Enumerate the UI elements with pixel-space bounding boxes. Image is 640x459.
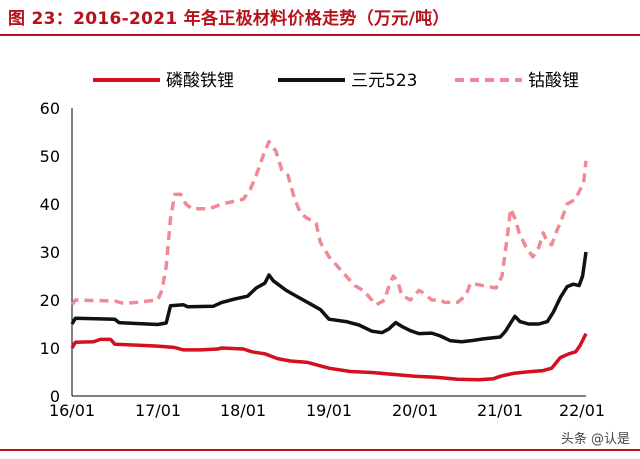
x-tick-label: 20/01 — [392, 401, 438, 420]
series-line-1 — [70, 251, 588, 344]
legend-item-series-0: 磷酸铁锂 — [93, 71, 234, 91]
x-tick-label: 21/01 — [477, 401, 523, 420]
legend-label-series-2: 钴酸锂 — [528, 71, 579, 91]
legend-label-series-0: 磷酸铁锂 — [166, 71, 234, 91]
legend-label-series-1: 三元523 — [351, 71, 417, 91]
y-axis-ticks: 0 10 20 30 40 50 60 — [40, 99, 60, 406]
x-tick-label: 22/01 — [559, 401, 605, 420]
x-tick-label: 18/01 — [220, 401, 266, 420]
legend-item-series-1: 三元523 — [278, 71, 417, 91]
y-tick-label: 50 — [40, 147, 60, 166]
plot-area — [70, 139, 588, 382]
chart-title: 图 23：2016-2021 年各正极材料价格走势（万元/吨） — [8, 9, 450, 29]
y-tick-label: 60 — [40, 99, 60, 118]
y-tick-label: 30 — [40, 243, 60, 262]
y-tick-label: 0 — [50, 387, 60, 406]
x-tick-label: 17/01 — [135, 401, 181, 420]
x-axis-ticks: 16/01 17/01 18/01 19/01 20/01 21/01 22/0… — [49, 401, 605, 420]
series-line-2 — [70, 139, 588, 307]
legend: 磷酸铁锂 三元523 钴酸锂 — [93, 71, 579, 91]
y-tick-label: 20 — [40, 291, 60, 310]
legend-item-series-2: 钴酸锂 — [455, 71, 579, 91]
x-tick-label: 16/01 — [49, 401, 95, 420]
title-divider — [0, 34, 640, 36]
y-tick-label: 40 — [40, 195, 60, 214]
series-line-0 — [70, 332, 588, 382]
bottom-divider — [0, 449, 640, 451]
x-tick-label: 19/01 — [306, 401, 352, 420]
watermark: 头条 @认是 — [560, 432, 630, 447]
y-tick-label: 10 — [40, 339, 60, 358]
